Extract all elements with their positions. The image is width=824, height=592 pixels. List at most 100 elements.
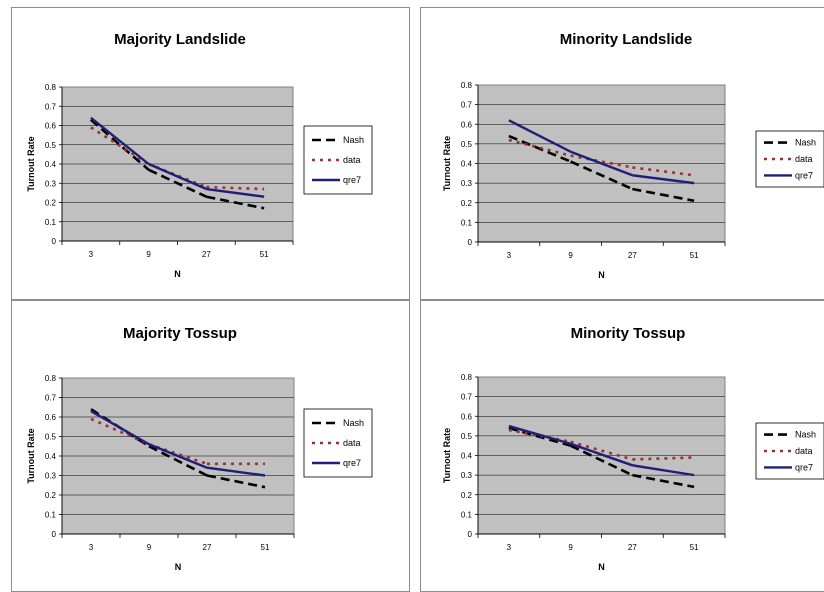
x-tick-label: 27 [628, 543, 637, 552]
x-tick-label: 27 [202, 250, 211, 259]
y-tick-label: 0.4 [461, 452, 473, 461]
x-tick-label: 3 [507, 251, 512, 260]
series-line-segment [508, 426, 571, 447]
y-tick-label: 0.3 [461, 179, 473, 188]
x-tick-label: 51 [690, 251, 699, 260]
series-line-segment [632, 187, 695, 203]
y-tick-label: 0 [468, 238, 473, 247]
series-line-segment [570, 440, 633, 461]
x-tick-label: 9 [146, 250, 151, 259]
series-line-segment [148, 162, 207, 191]
series-line-segment [206, 187, 265, 198]
legend-label: data [343, 438, 361, 448]
series-data [508, 428, 695, 461]
y-tick-label: 0.6 [461, 412, 473, 421]
x-tick-label: 9 [568, 251, 573, 260]
legend: Nash data qre7 [303, 408, 373, 478]
series-line-segment [148, 445, 208, 477]
y-tick-label: 0.8 [461, 373, 473, 382]
y-tick-label: 0.5 [45, 141, 57, 150]
series-line-segment [570, 154, 633, 169]
y-tick-label: 0.5 [461, 432, 473, 441]
series-line-segment [508, 138, 571, 157]
series-qre7 [508, 424, 695, 477]
series-line-segment [632, 456, 695, 461]
series-line-segment [632, 166, 695, 177]
series-qre7 [90, 116, 265, 198]
y-tick-label: 0.2 [461, 199, 473, 208]
y-tick-label: 0.3 [461, 471, 473, 480]
legend: Nash data qre7 [303, 125, 373, 195]
y-tick-label: 0.8 [45, 83, 57, 92]
x-axis-label: N [598, 270, 605, 280]
x-tick-label: 9 [568, 543, 573, 552]
legend-label: qre7 [795, 462, 813, 472]
x-tick-label: 51 [260, 250, 269, 259]
chart-title: Majority Tossup [123, 325, 237, 342]
series-line-segment [206, 466, 266, 477]
legend-label: Nash [343, 418, 364, 428]
legend-label: data [795, 446, 813, 456]
y-axis-label: Turnout Rate [442, 136, 452, 191]
y-tick-label: 0.1 [45, 511, 57, 520]
series-line-segment [148, 443, 208, 469]
series-line-segment [206, 185, 265, 191]
y-tick-label: 0.8 [45, 374, 57, 383]
y-tick-label: 0.1 [461, 218, 473, 227]
chart-title: Minority Landslide [560, 31, 693, 48]
legend: Nash data qre7 [755, 130, 824, 188]
y-tick-label: 0.2 [45, 491, 57, 500]
y-tick-label: 0 [52, 237, 57, 246]
y-tick-label: 0.6 [45, 122, 57, 131]
y-tick-label: 0.1 [45, 218, 57, 227]
x-axis-label: N [175, 562, 182, 572]
series-line-segment [90, 417, 150, 446]
y-tick-label: 0.6 [461, 120, 473, 129]
series-line-segment [508, 424, 571, 445]
series-line-segment [90, 126, 150, 166]
y-axis-label: Turnout Rate [442, 428, 452, 483]
series-line-segment [632, 174, 695, 185]
x-tick-label: 51 [261, 543, 270, 552]
y-tick-label: 0.5 [461, 140, 473, 149]
chart-panel-2: Minority Landslide 0 0.1 0.2 0.3 0.4 0.5 0.6 0.7… [420, 7, 824, 300]
y-tick-label: 0.3 [45, 179, 57, 188]
legend-label: Nash [795, 430, 816, 440]
series-line-segment [90, 116, 150, 165]
chart-panel-3: Majority Tossup 0 0.1 0.2 0.3 0.4 0.5 0.6 0.7 0.8… [11, 300, 410, 592]
series-line-segment [206, 195, 265, 210]
y-tick-label: 0.4 [45, 452, 57, 461]
y-tick-label: 0.6 [45, 413, 57, 422]
series-line-segment [570, 150, 633, 177]
x-tick-label: 9 [147, 543, 152, 552]
y-tick-label: 0.8 [461, 81, 473, 90]
y-tick-label: 0 [52, 530, 57, 539]
x-tick-label: 27 [628, 251, 637, 260]
y-tick-label: 0.4 [45, 160, 57, 169]
legend-label: data [795, 154, 813, 164]
series-line-segment [508, 428, 571, 444]
series-nash [508, 426, 695, 489]
series-line-segment [90, 410, 150, 446]
chart-panel-1: Majority Landslide 0 0.1 0.2 0.3 0.4 0.5 0.6 0.7… [11, 7, 410, 300]
y-tick-label: 0.3 [45, 472, 57, 481]
series-line-segment [508, 119, 572, 153]
x-tick-label: 3 [89, 250, 94, 259]
chart-title: Majority Landslide [114, 31, 246, 48]
y-tick-label: 0.2 [461, 491, 473, 500]
legend-label: qre7 [795, 170, 813, 180]
legend-label: qre7 [343, 458, 361, 468]
y-tick-label: 0.7 [45, 102, 57, 111]
x-axis-label: N [598, 562, 605, 572]
y-tick-label: 0.7 [45, 394, 57, 403]
y-tick-label: 0.5 [45, 433, 57, 442]
series-line-segment [570, 444, 633, 477]
series-nash [90, 118, 265, 210]
y-tick-label: 0 [468, 530, 473, 539]
legend-label: Nash [343, 135, 364, 145]
x-tick-label: 51 [690, 543, 699, 552]
legend-label: qre7 [343, 175, 361, 185]
chart-title: Minority Tossup [571, 325, 686, 342]
series-line-segment [148, 168, 207, 198]
